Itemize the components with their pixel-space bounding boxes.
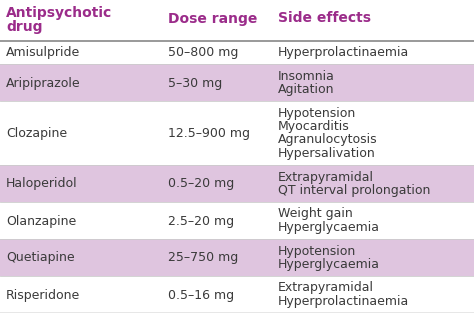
Text: 50–800 mg: 50–800 mg	[168, 46, 238, 59]
Text: 25–750 mg: 25–750 mg	[168, 251, 238, 264]
Bar	[0, 41, 474, 64]
Bar	[0, 239, 474, 276]
Text: Quetiapine: Quetiapine	[6, 251, 74, 264]
Text: 0.5–20 mg: 0.5–20 mg	[168, 177, 234, 190]
Bar	[0, 202, 474, 239]
Text: Amisulpride: Amisulpride	[6, 46, 80, 59]
Text: 2.5–20 mg: 2.5–20 mg	[168, 214, 234, 227]
Text: QT interval prolongation: QT interval prolongation	[278, 184, 430, 197]
Text: Agitation: Agitation	[278, 83, 335, 96]
Text: Extrapyramidal: Extrapyramidal	[278, 170, 374, 183]
Text: Side effects: Side effects	[278, 12, 371, 25]
Text: Hypotension: Hypotension	[278, 106, 356, 119]
Text: Dose range: Dose range	[168, 12, 257, 25]
Text: Extrapyramidal: Extrapyramidal	[278, 281, 374, 294]
Text: Myocarditis: Myocarditis	[278, 120, 350, 133]
Text: Agranulocytosis: Agranulocytosis	[278, 133, 378, 146]
Text: Risperidone: Risperidone	[6, 288, 80, 301]
Bar	[0, 165, 474, 202]
Text: Olanzapine: Olanzapine	[6, 214, 76, 227]
Text: Hypersalivation: Hypersalivation	[278, 147, 376, 160]
Text: Hypotension: Hypotension	[278, 244, 356, 257]
Text: Hyperprolactinaemia: Hyperprolactinaemia	[278, 46, 409, 59]
Text: Weight gain: Weight gain	[278, 207, 353, 220]
Text: drug: drug	[6, 19, 43, 33]
Text: Hyperglycaemia: Hyperglycaemia	[278, 258, 380, 270]
Text: 12.5–900 mg: 12.5–900 mg	[168, 127, 250, 140]
Bar	[0, 101, 474, 165]
Text: 0.5–16 mg: 0.5–16 mg	[168, 288, 234, 301]
Text: 5–30 mg: 5–30 mg	[168, 76, 222, 89]
Text: Hyperglycaemia: Hyperglycaemia	[278, 221, 380, 233]
Bar	[0, 276, 474, 313]
Text: Clozapine: Clozapine	[6, 127, 67, 140]
Text: Aripiprazole: Aripiprazole	[6, 76, 81, 89]
Text: Hyperprolactinaemia: Hyperprolactinaemia	[278, 295, 409, 307]
Text: Insomnia: Insomnia	[278, 69, 335, 82]
Bar	[0, 64, 474, 101]
Text: Haloperidol: Haloperidol	[6, 177, 78, 190]
Text: Antipsychotic: Antipsychotic	[6, 6, 112, 20]
